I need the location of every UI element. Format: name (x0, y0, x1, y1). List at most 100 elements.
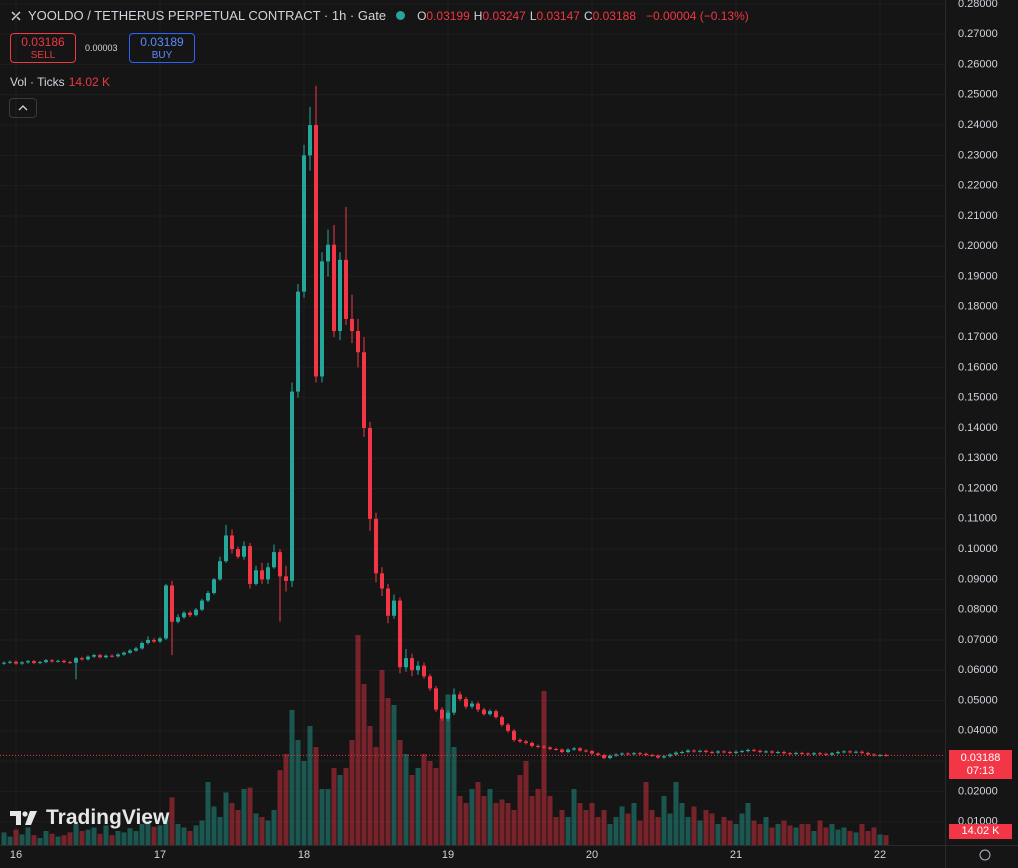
candle-body (206, 593, 210, 601)
candle-body (560, 749, 564, 753)
volume-bar (283, 754, 289, 845)
x-tick-label: 20 (586, 849, 598, 861)
volume-bar (421, 754, 427, 845)
candle-body (842, 751, 846, 753)
volume-bar (571, 789, 577, 845)
volume-bar (541, 691, 547, 845)
volume-bar (229, 803, 235, 845)
candle-body (374, 518, 378, 574)
candle-body (134, 648, 138, 651)
buy-button[interactable]: 0.03189 BUY (129, 33, 195, 63)
sell-price: 0.03186 (21, 35, 65, 49)
volume-bar (319, 789, 325, 845)
volume-bar (169, 797, 175, 845)
candle-body (332, 244, 336, 332)
volume-bar (211, 806, 217, 845)
ohlc-value: 0.03247 (482, 8, 526, 23)
candle-body (632, 753, 636, 755)
collapse-button[interactable] (9, 98, 37, 118)
candle-body (452, 694, 456, 713)
y-tick-label: 0.16000 (958, 361, 998, 373)
candle-body (176, 617, 180, 622)
brand-icon (10, 811, 37, 825)
price-change: −0.00004 (−0.13%) (646, 8, 749, 23)
ohlc-value: 0.03147 (536, 8, 580, 23)
volume-bar (439, 719, 445, 845)
y-tick-label: 0.26000 (958, 58, 998, 70)
volume-bar (55, 836, 61, 845)
candle-body (470, 703, 474, 707)
volume-bar (799, 824, 805, 845)
volume-bar (433, 768, 439, 845)
candle-body (74, 658, 78, 663)
candle-body (62, 660, 66, 663)
volume-bar (499, 799, 505, 845)
ohlc-value: 0.03199 (426, 8, 470, 23)
y-tick-label: 0.28000 (958, 0, 998, 10)
volume-bar (631, 803, 637, 845)
volume-bar (1, 832, 7, 845)
candle-body (638, 753, 642, 755)
candle-body (764, 751, 768, 753)
volume-bar (535, 789, 541, 845)
volume-bar (577, 803, 583, 845)
candle-body (656, 755, 660, 758)
y-tick-label: 0.07000 (958, 634, 998, 646)
candle-body (146, 639, 150, 643)
candle-body (314, 125, 318, 377)
settings-icon[interactable] (979, 849, 991, 861)
volume-bar (649, 810, 655, 845)
candle-body (92, 655, 96, 657)
volume-bar (847, 831, 853, 845)
candle-body (386, 588, 390, 616)
y-tick-label: 0.18000 (958, 301, 998, 313)
volume-bar (373, 747, 379, 845)
candle-body (434, 688, 438, 710)
volume-bar (721, 817, 727, 845)
candle-body (170, 585, 174, 622)
last-price-label: 0.03188 07:13 (949, 750, 1012, 779)
volume-bar (67, 832, 73, 845)
candle-body (302, 155, 306, 292)
candle-body (140, 642, 144, 649)
volume-bar (253, 813, 259, 845)
volume-bar (781, 820, 787, 845)
candle-body (524, 741, 528, 743)
volume-bar (883, 835, 889, 845)
candle-body (296, 291, 300, 392)
ohlc-value: 0.03188 (592, 8, 636, 23)
ohlc-values: O0.03199 H0.03247 L0.03147 C0.03188 (417, 9, 640, 23)
volume-bar (289, 709, 295, 845)
volume-bar (13, 829, 19, 845)
volume-bar (223, 792, 229, 845)
volume-bar (745, 803, 751, 845)
volume-bar (277, 770, 283, 845)
last-price: 0.03188 (960, 752, 1001, 764)
volume-bar (865, 831, 871, 845)
volume-bar (859, 824, 865, 845)
y-tick-label: 0.17000 (958, 331, 998, 343)
candle-body (758, 750, 762, 753)
candle-body (56, 660, 60, 662)
sell-label: SELL (30, 50, 56, 61)
candle-body (194, 609, 198, 616)
volume-bar (523, 761, 529, 845)
candle-body (368, 427, 372, 519)
candle-body (818, 753, 822, 755)
candle-body (458, 694, 462, 700)
volume-bar (151, 826, 157, 845)
volume-bar (475, 782, 481, 845)
candle-body (578, 748, 582, 751)
volume-bar (679, 803, 685, 845)
candle-body (404, 658, 408, 668)
sell-button[interactable]: 0.03186 SELL (10, 33, 76, 63)
volume-bar (307, 726, 313, 845)
y-tick-label: 0.11000 (958, 513, 997, 525)
volume-bar (367, 726, 373, 845)
volume-bar (163, 817, 169, 845)
volume-bar (613, 817, 619, 845)
x-tick-label: 19 (442, 849, 454, 861)
volume-bar (763, 817, 769, 845)
volume-bar (349, 740, 355, 845)
